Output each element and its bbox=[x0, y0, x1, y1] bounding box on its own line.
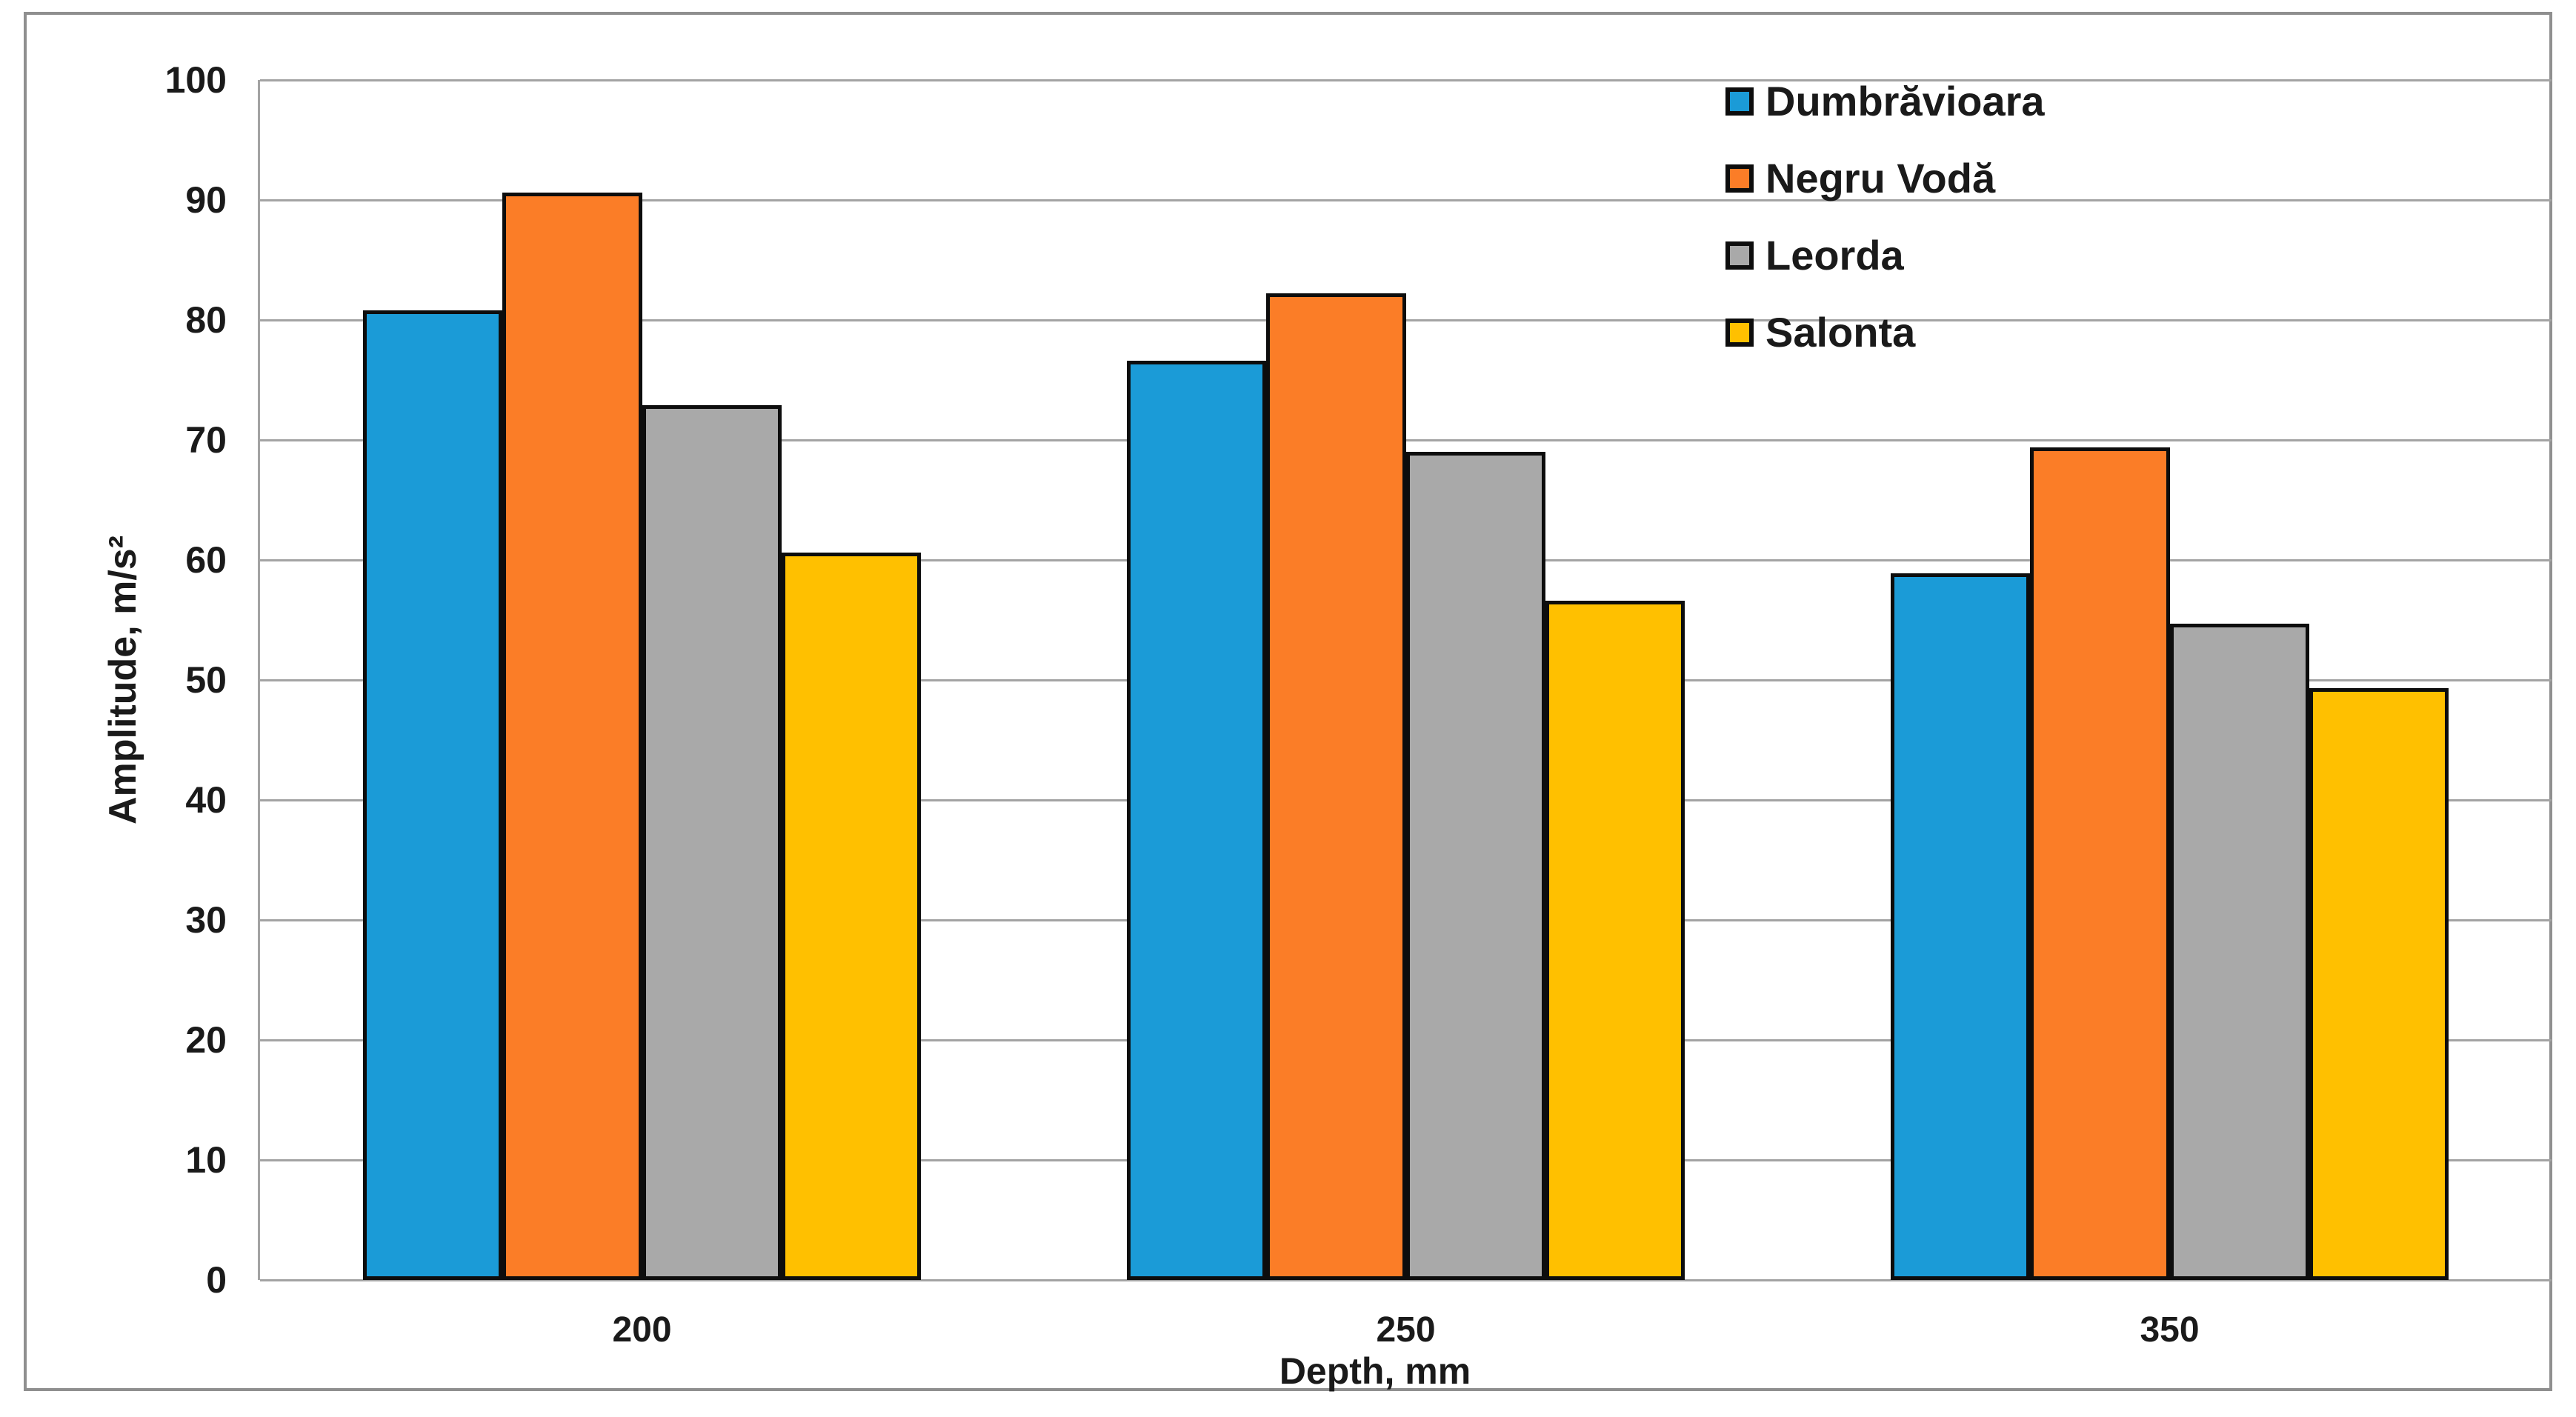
y-tick-90: 90 bbox=[185, 179, 227, 221]
x-axis-tick-labels: 200 250 350 bbox=[260, 1310, 2552, 1354]
y-tick-100: 100 bbox=[164, 59, 227, 101]
y-axis-title: Amplitude, m/s² bbox=[101, 535, 144, 825]
plot-area bbox=[258, 79, 2552, 1281]
y-tick-0: 0 bbox=[206, 1259, 227, 1301]
bar-negru-vod--250 bbox=[1266, 293, 1406, 1280]
chart-frame: 0 10 20 30 40 50 60 70 80 90 100 Amplitude, m/s² 2… bbox=[24, 12, 2552, 1392]
gridline-100 bbox=[260, 79, 2552, 81]
legend-swatch-icon bbox=[1725, 164, 1754, 193]
legend-swatch-icon bbox=[1725, 241, 1754, 270]
bar-negru-vod--350 bbox=[2030, 447, 2170, 1280]
legend-item-leorda: Leorda bbox=[1725, 232, 1904, 279]
legend-label: Negru Vodă bbox=[1765, 155, 1996, 201]
bar-salonta-200 bbox=[781, 553, 921, 1280]
y-tick-60: 60 bbox=[185, 539, 227, 581]
bar-leorda-200 bbox=[642, 405, 782, 1280]
x-tick-350: 350 bbox=[2140, 1310, 2200, 1350]
legend-item-dumbr-vioara: Dumbrăvioara bbox=[1725, 78, 2045, 124]
bar-salonta-250 bbox=[1545, 601, 1685, 1280]
legend-item-negru-vod-: Negru Vodă bbox=[1725, 155, 1996, 201]
y-tick-10: 10 bbox=[185, 1139, 227, 1181]
bar-dumbr-vioara-200 bbox=[363, 310, 503, 1280]
legend-label: Leorda bbox=[1765, 232, 1904, 279]
y-tick-30: 30 bbox=[185, 899, 227, 941]
legend-label: Salonta bbox=[1765, 309, 1916, 356]
y-tick-20: 20 bbox=[185, 1019, 227, 1061]
bar-salonta-350 bbox=[2309, 688, 2449, 1280]
x-axis-title: Depth, mm bbox=[1279, 1350, 1471, 1392]
legend-label: Dumbrăvioara bbox=[1765, 78, 2045, 124]
legend-swatch-icon bbox=[1725, 87, 1754, 116]
x-tick-200: 200 bbox=[612, 1310, 672, 1350]
y-axis-line bbox=[258, 80, 260, 1280]
legend-item-salonta: Salonta bbox=[1725, 309, 1916, 356]
gridline-90 bbox=[260, 199, 2552, 201]
gridline-0 bbox=[260, 1279, 2552, 1281]
y-tick-70: 70 bbox=[185, 419, 227, 461]
x-tick-250: 250 bbox=[1376, 1310, 1436, 1350]
y-tick-50: 50 bbox=[185, 659, 227, 701]
gridline-80 bbox=[260, 319, 2552, 321]
bar-dumbr-vioara-250 bbox=[1127, 361, 1267, 1280]
y-tick-40: 40 bbox=[185, 779, 227, 821]
bar-negru-vod--200 bbox=[502, 193, 642, 1280]
y-tick-80: 80 bbox=[185, 299, 227, 341]
bar-leorda-250 bbox=[1405, 452, 1545, 1280]
y-axis-tick-labels: 0 10 20 30 40 50 60 70 80 90 100 bbox=[71, 59, 227, 1301]
gridline-70 bbox=[260, 439, 2552, 441]
legend-swatch-icon bbox=[1725, 319, 1754, 347]
bar-leorda-350 bbox=[2169, 623, 2309, 1280]
bar-dumbr-vioara-350 bbox=[1891, 573, 2031, 1280]
